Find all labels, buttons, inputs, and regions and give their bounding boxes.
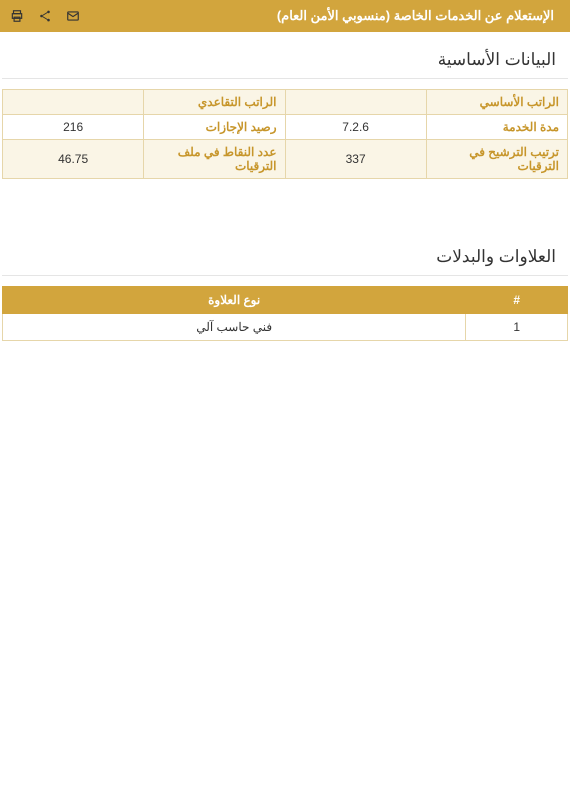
field-value: [285, 90, 426, 115]
field-value: 337: [285, 140, 426, 179]
table-header-row: # نوع العلاوة: [3, 287, 568, 314]
mail-icon[interactable]: [66, 9, 80, 23]
field-label: رصيد الإجازات: [144, 115, 285, 140]
col-header-type: نوع العلاوة: [3, 287, 466, 314]
field-label: عدد النقاط في ملف الترقيات: [144, 140, 285, 179]
print-icon[interactable]: [10, 9, 24, 23]
field-value: [3, 90, 144, 115]
cell-index: 1: [466, 314, 568, 341]
field-label: مدة الخدمة: [426, 115, 567, 140]
cell-type: فني حاسب آلي: [3, 314, 466, 341]
field-value: 7.2.6: [285, 115, 426, 140]
main-content: البيانات الأساسية الراتب الأساسي الراتب …: [0, 32, 570, 361]
header-actions: [10, 9, 80, 23]
field-label: الراتب الأساسي: [426, 90, 567, 115]
share-icon[interactable]: [38, 9, 52, 23]
allowances-table: # نوع العلاوة 1 فني حاسب آلي: [2, 286, 568, 341]
table-row: الراتب الأساسي الراتب التقاعدي: [3, 90, 568, 115]
allowances-heading: العلاوات والبدلات: [2, 229, 568, 276]
basic-data-table: الراتب الأساسي الراتب التقاعدي مدة الخدم…: [2, 89, 568, 179]
col-header-index: #: [466, 287, 568, 314]
page-title: الإستعلام عن الخدمات الخاصة (منسوبي الأم…: [80, 8, 560, 24]
field-label: ترتيب الترشيح في الترقيات: [426, 140, 567, 179]
table-row: مدة الخدمة 7.2.6 رصيد الإجازات 216: [3, 115, 568, 140]
field-value: 216: [3, 115, 144, 140]
page-header: الإستعلام عن الخدمات الخاصة (منسوبي الأم…: [0, 0, 570, 32]
field-value: 46.75: [3, 140, 144, 179]
field-label: الراتب التقاعدي: [144, 90, 285, 115]
table-row: 1 فني حاسب آلي: [3, 314, 568, 341]
table-row: ترتيب الترشيح في الترقيات 337 عدد النقاط…: [3, 140, 568, 179]
basic-data-heading: البيانات الأساسية: [2, 32, 568, 79]
